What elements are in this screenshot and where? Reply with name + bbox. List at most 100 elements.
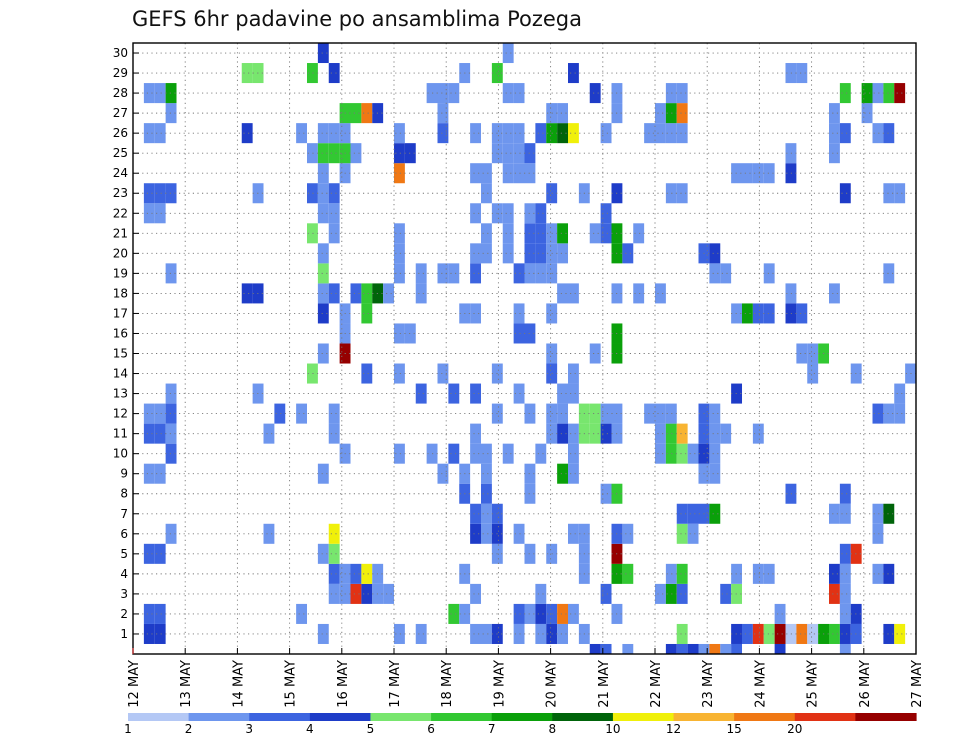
heatmap-cell [317, 623, 329, 644]
heatmap-cell [524, 463, 536, 484]
heatmap-cell [154, 603, 166, 624]
heatmap-cell [470, 383, 482, 404]
heatmap-cell [676, 623, 688, 644]
heatmap-cell [589, 83, 601, 104]
heatmap-cell [709, 503, 721, 524]
heatmap-cell [165, 403, 177, 424]
heatmap-cell [524, 163, 536, 184]
heatmap-cell [524, 483, 536, 504]
x-tick-label: 13 MAY [179, 660, 194, 708]
heatmap-cell [502, 443, 514, 464]
heatmap-cell [568, 463, 579, 484]
y-tick-label: 21 [113, 226, 128, 240]
y-tick-label: 13 [113, 387, 128, 401]
heatmap-cell [437, 83, 449, 104]
heatmap-cell [350, 563, 362, 584]
plot-frame [132, 42, 917, 655]
heatmap-cell [481, 163, 492, 184]
heatmap-cell [502, 243, 514, 264]
heatmap-cell [470, 243, 482, 264]
heatmap-cell [655, 283, 666, 304]
heatmap-cell [709, 443, 721, 464]
y-tick-label: 25 [113, 146, 128, 160]
heatmap-cell [687, 443, 699, 464]
heatmap-cell [568, 383, 579, 404]
heatmap-cell [535, 123, 547, 144]
heatmap-cell [394, 443, 405, 464]
heatmap-cell [535, 263, 547, 284]
heatmap-cell [829, 143, 840, 164]
heatmap-cell [600, 423, 612, 444]
y-tick-label: 22 [113, 206, 128, 220]
heatmap-cell [470, 423, 482, 444]
heatmap-cell [328, 283, 340, 304]
heatmap-cell [600, 223, 612, 244]
y-tick-label: 18 [113, 286, 128, 300]
heatmap-cell [470, 263, 482, 284]
heatmap-cell [361, 583, 373, 604]
y-tick-label: 29 [113, 66, 128, 80]
y-tick-label: 8 [120, 487, 128, 501]
heatmap-cell [676, 443, 688, 464]
heatmap-cell [328, 403, 340, 424]
heatmap-cell [676, 643, 688, 654]
heatmap-cell [589, 343, 601, 364]
heatmap-cell [470, 203, 482, 224]
heatmap-cell [655, 443, 666, 464]
colorbar-swatch [673, 713, 735, 721]
heatmap-cell [589, 423, 601, 444]
heatmap-cell [513, 383, 525, 404]
heatmap-cell [774, 643, 786, 654]
heatmap-cell [317, 263, 329, 284]
heatmap-cell [394, 263, 405, 284]
heatmap-cell [328, 63, 340, 84]
heatmap-cell [557, 623, 569, 644]
heatmap-cell [622, 563, 634, 584]
heatmap-cell [502, 223, 514, 244]
heatmap-cell [361, 563, 373, 584]
heatmap-cell [513, 603, 525, 624]
heatmap-cell [263, 523, 275, 544]
heatmap-cell [752, 623, 764, 644]
heatmap-cell [481, 483, 492, 504]
heatmap-cell [404, 323, 416, 344]
colorbar-label: 10 [605, 722, 620, 736]
heatmap-cell [665, 643, 677, 654]
heatmap-cell [720, 423, 732, 444]
x-tick-label: 20 MAY [545, 660, 560, 708]
heatmap-cell [676, 83, 688, 104]
colorbar-label: 7 [488, 722, 496, 736]
heatmap-cell [752, 563, 764, 584]
heatmap-cell [535, 243, 547, 264]
heatmap-cell [687, 523, 699, 544]
y-tick-label: 4 [120, 567, 128, 581]
heatmap-cell [568, 283, 579, 304]
heatmap-cell [557, 463, 569, 484]
heatmap-cell [165, 423, 177, 444]
heatmap-cell [328, 423, 340, 444]
heatmap-cell [883, 623, 895, 644]
heatmap-cell [829, 123, 840, 144]
heatmap-cell [350, 283, 362, 304]
heatmap-cell [600, 583, 612, 604]
heatmap-cell [883, 83, 895, 104]
y-tick-label: 6 [120, 527, 128, 541]
y-tick-label: 16 [113, 326, 128, 340]
x-tick-label: 24 MAY [753, 660, 768, 708]
heatmap-cell [557, 383, 569, 404]
heatmap-cell [731, 643, 743, 654]
heatmap-cell [752, 163, 764, 184]
heatmap-cell [839, 483, 851, 504]
heatmap-cell [328, 223, 340, 244]
heatmap-cell [655, 103, 666, 124]
heatmap-cell [600, 203, 612, 224]
heatmap-cell [154, 623, 166, 644]
colorbar-label: 15 [727, 722, 742, 736]
heatmap-cell [687, 643, 699, 654]
colorbar-swatch [794, 713, 856, 721]
heatmap-cell [742, 303, 753, 324]
colorbar-swatch [249, 713, 311, 721]
heatmap-cell [524, 543, 536, 564]
heatmap-cell [600, 643, 612, 654]
